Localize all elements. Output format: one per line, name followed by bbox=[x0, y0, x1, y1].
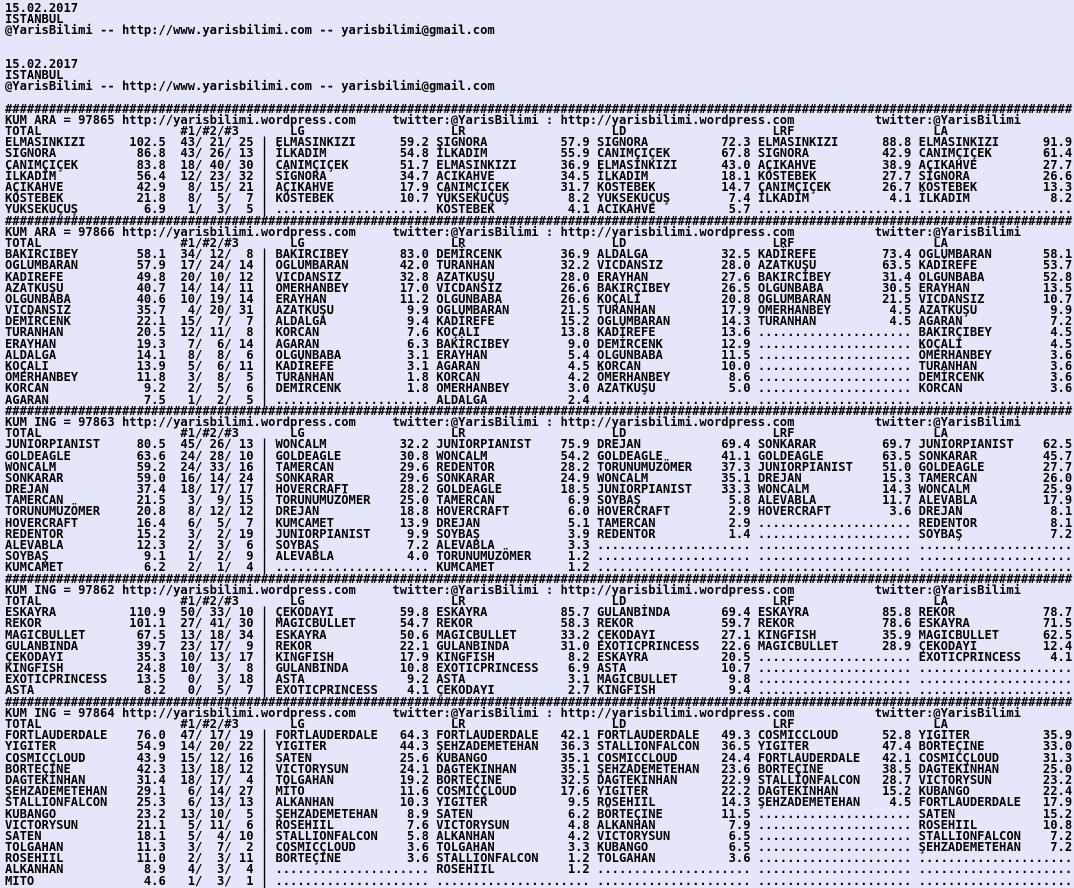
separator-line: ########################################… bbox=[5, 101, 1073, 116]
separator-line: ########################################… bbox=[5, 403, 1073, 418]
data-row: İLKADİM 56.4 12/ 23/ 32 | SİGNORA 34.7 A… bbox=[5, 168, 1073, 183]
section-title-line: KUM ARA = 97865 http://yarisbilimi.wordp… bbox=[5, 112, 1021, 127]
data-row: SIGNORA 86.8 43/ 26/ 13 | İLKADIM 54.8 İ… bbox=[5, 146, 1073, 161]
data-row: KINGFISH 24.8 10/ 3/ 8 | GULANBINDA 10.8… bbox=[5, 661, 1073, 676]
data-row: CANIMÇIÇEK 83.8 18/ 40/ 30 | CANIMÇIÇEK … bbox=[5, 157, 1073, 172]
data-row: KÖSTEBEK 21.8 8/ 5/ 7 | KÖSTEBEK 10.7 YÜ… bbox=[5, 191, 1073, 206]
data-row: AGARAN 7.5 1/ 2/ 5 | ...................… bbox=[5, 392, 1073, 407]
data-row: KUMCAMET 6.2 2/ 1/ 4 | .................… bbox=[5, 560, 1073, 575]
blank-line bbox=[5, 48, 1074, 59]
section-title-line: KUM ARA = 97866 http://yarisbilimi.wordp… bbox=[5, 224, 1021, 239]
data-row: SOYBAŞ 9.1 1/ 2/ 9 | ALEVABLA 4.0 TORUNU… bbox=[5, 549, 1073, 564]
data-row: ELMASINKIZI 102.5 43/ 21/ 25 | ELMASINKI… bbox=[5, 135, 1073, 150]
blank-line bbox=[5, 37, 1074, 48]
data-row: SONKARAR 59.0 16/ 14/ 24 | SONKARAR 29.6… bbox=[5, 470, 1073, 485]
data-row: ŞEHZADEMETEHAN 29.1 6/ 14/ 27 | MİTO 11.… bbox=[5, 784, 1073, 799]
data-row: OGLUMBARAN 57.9 17/ 24/ 14 | OGLUMBARAN … bbox=[5, 258, 1073, 273]
data-row: MITO 4.6 1/ 3/ 1 | .....................… bbox=[5, 873, 1073, 888]
data-row: DAGTEKİNHAN 31.4 18/ 17/ 4 | TOLGAHAN 19… bbox=[5, 772, 1073, 787]
column-header-line: TOTAL #1/#2/#3 LG LR LD LRF LA bbox=[5, 426, 1073, 441]
data-row: REKOR 101.1 27/ 41/ 30 | MAGICBULLET 54.… bbox=[5, 616, 1073, 631]
data-row: TORUNUMUZÖMER 20.8 8/ 12/ 12 | DREJAN 18… bbox=[5, 504, 1073, 519]
data-row: FORTLAUDERDALE 76.0 47/ 17/ 19 | FORTLAU… bbox=[5, 728, 1073, 743]
data-row: REDENTOR 15.2 3/ 2/ 19 | JUNIORPIANIST 9… bbox=[5, 526, 1073, 541]
data-row: TAMERCAN 21.5 3/ 9/ 15 | TORUNUMUZÖMER 2… bbox=[5, 493, 1073, 508]
data-row: VICDANSIZ 35.7 4/ 20/ 31 | AZATKUŞU 9.9 … bbox=[5, 303, 1073, 318]
column-header-line: TOTAL #1/#2/#3 LG LR LD LRF LA bbox=[5, 124, 1073, 139]
data-row: ESKAYRA 110.9 50/ 33/ 10 | ÇEKODAYI 59.8… bbox=[5, 605, 1073, 620]
separator-line: ########################################… bbox=[5, 694, 1073, 709]
report-city: ISTANBUL bbox=[5, 12, 64, 27]
data-row: BAKIRCIBEY 58.1 34/ 12/ 8 | BAKIRCIBEY 8… bbox=[5, 247, 1073, 262]
data-row: DEMİRCENK 22.1 15/ 7/ 7 | ALDALGA 9.4 KA… bbox=[5, 314, 1073, 329]
data-row: GULANBINDA 39.7 23/ 17/ 9 | REKOR 22.1 G… bbox=[5, 638, 1073, 653]
data-row: KADIREFE 49.8 20/ 10/ 12 | VICDANSIZ 32.… bbox=[5, 269, 1073, 284]
data-row: ERAYHAN 19.3 7/ 6/ 14 | AGARAN 6.3 BAKİR… bbox=[5, 336, 1073, 351]
data-row: DREJAN 37.4 18/ 17/ 17 | HOVERCRAFT 28.2… bbox=[5, 482, 1073, 497]
data-row: ALEVABLA 12.3 2/ 3/ 6 | SOYBAŞ 7.2 ALEVA… bbox=[5, 538, 1073, 552]
separator-line: ########################################… bbox=[5, 213, 1073, 228]
report-city: ISTANBUL bbox=[5, 68, 64, 83]
data-row: AÇIKAHVE 42.9 8/ 15/ 21 | AÇIKAHVE 17.9 … bbox=[5, 180, 1073, 194]
data-row: VICTORYSUN 21.1 5/ 11/ 6 | ROSEHIIL 7.6 … bbox=[5, 817, 1073, 832]
section-title-line: KUM ING = 97864 http://yarisbilimi.wordp… bbox=[5, 705, 1021, 720]
data-row: YÜKSEKUÇUŞ 6.9 1/ 3/ 5 | ...............… bbox=[5, 202, 1073, 217]
report-contact: @YarisBilimi -- http://www.yarisbilimi.c… bbox=[5, 79, 495, 94]
data-row: JUNIORPIANIST 80.5 45/ 26/ 13 | WONCALM … bbox=[5, 437, 1073, 452]
data-row: YIGITER 54.9 14/ 20/ 22 | YIGITER 44.3 Ş… bbox=[5, 739, 1073, 754]
data-row: ÖMERHANBEY 11.8 3/ 8/ 5 | TURANHAN 1.8 K… bbox=[5, 370, 1073, 385]
data-row: OLGUNBABA 40.6 10/ 19/ 14 | ERAYHAN 11.2… bbox=[5, 291, 1073, 306]
data-row: TOLGAHAN 11.3 3/ 7/ 2 | COSMICÇLOUD 3.6 … bbox=[5, 840, 1073, 855]
data-row: TURANHAN 20.5 12/ 11/ 8 | KORCAN 7.6 KOÇ… bbox=[5, 325, 1073, 340]
data-row: KOÇALI 13.9 5/ 6/ 11 | KADİREFE 3.1 AGAR… bbox=[5, 359, 1073, 373]
data-row: WONCALM 59.2 24/ 33/ 16 | TAMERCAN 29.6 … bbox=[5, 459, 1073, 474]
data-row: ALDALGA 14.1 8/ 8/ 6 | OLGUNBABA 3.1 ERA… bbox=[5, 347, 1073, 362]
data-row: HOVERCRAFT 16.4 6/ 5/ 7 | KUMCAMET 13.9 … bbox=[5, 515, 1073, 530]
data-row: SATEN 18.1 5/ 4/ 10 | STALLIONFALCON 5.8… bbox=[5, 828, 1073, 843]
report-date: 15.02.2017 bbox=[5, 56, 79, 71]
section-title-line: KUM ING = 97863 http://yarisbilimi.wordp… bbox=[5, 414, 1021, 429]
column-header-line: TOTAL #1/#2/#3 LG LR LD LRF LA bbox=[5, 717, 1073, 731]
data-row: AZATKUŞU 40.7 14/ 14/ 11 | ÖMERHANBEY 17… bbox=[5, 280, 1073, 295]
column-header-line: TOTAL #1/#2/#3 LG LR LD LRF LA bbox=[5, 593, 1073, 608]
section-title-line: KUM ING = 97862 http://yarisbilimi.wordp… bbox=[5, 582, 1021, 597]
separator-line: ########################################… bbox=[5, 571, 1073, 586]
report-contact: @YarisBilimi -- http://www.yarisbilimi.c… bbox=[5, 23, 495, 38]
data-row: KORCAN 9.2 2/ 5/ 6 | DEMİRCENK 1.8 OMERH… bbox=[5, 381, 1073, 396]
data-row: ASTA 8.2 0/ 5/ 7 | EXOTICPRINCESS 4.1 ÇE… bbox=[5, 683, 1073, 698]
data-row: EXOTICPRINCESS 13.5 0/ 3/ 18 | ASTA 9.2 … bbox=[5, 672, 1073, 687]
data-row: MAGICBULLET 67.5 13/ 18/ 34 | ESKAYRA 50… bbox=[5, 627, 1073, 642]
data-row: ALKANHAN 8.9 4/ 3/ 4 | .................… bbox=[5, 862, 1073, 877]
report-date: 15.02.2017 bbox=[5, 1, 79, 15]
data-row: GOLDEAGLE 63.6 24/ 28/ 10 | GOLDEAGLE 30… bbox=[5, 448, 1073, 463]
column-header-line: TOTAL #1/#2/#3 LG LR LD LRF LA bbox=[5, 235, 1073, 250]
data-row: BÖRTEÇINE 42.3 13/ 18/ 12 | VICTORYSUN 2… bbox=[5, 761, 1073, 776]
data-row: KUBANGO 23.2 13/ 10/ 5 | ŞEHZADEMETEHAN … bbox=[5, 806, 1073, 821]
data-row: ROSEHIIL 11.0 2/ 3/ 11 | BÖRTEÇINE 3.6 S… bbox=[5, 851, 1073, 866]
data-row: STALLIONFALCON 25.3 6/ 13/ 13 | ALKANHAN… bbox=[5, 795, 1073, 810]
data-row: COSMICÇLOUD 43.9 15/ 12/ 16 | SATEN 25.6… bbox=[5, 750, 1073, 765]
data-row: ÇEKODAYI 35.3 10/ 13/ 17 | KINGFISH 17.9… bbox=[5, 649, 1073, 664]
